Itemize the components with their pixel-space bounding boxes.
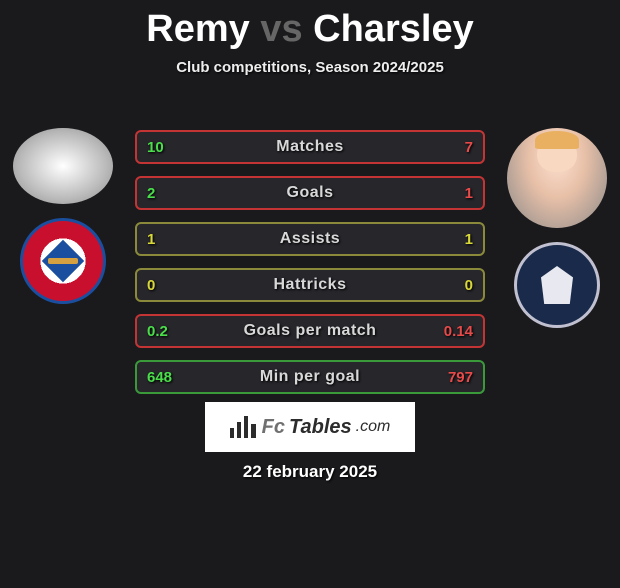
- stat-value-player1: 648: [147, 369, 187, 386]
- stat-row: 0 Hattricks 0: [135, 268, 485, 302]
- player1-avatar: [13, 128, 113, 204]
- brand-bars-icon: [230, 416, 256, 438]
- stat-row: 2 Goals 1: [135, 176, 485, 210]
- stat-label: Assists: [280, 230, 340, 248]
- stat-value-player2: 7: [433, 139, 473, 156]
- stat-value-player1: 10: [147, 139, 187, 156]
- player2-column: [502, 128, 612, 328]
- comparison-title: Remy vs Charsley: [0, 8, 620, 51]
- brand-watermark: FcTables.com: [205, 402, 415, 452]
- stat-value-player1: 0: [147, 277, 187, 294]
- stat-value-player2: 1: [433, 231, 473, 248]
- stats-table: 10Matches72Goals11Assists10Hattricks00.2…: [135, 130, 485, 394]
- stat-label: Hattricks: [274, 276, 347, 294]
- stat-row: 10 Matches 7: [135, 130, 485, 164]
- stat-label: Goals: [287, 184, 334, 202]
- player1-column: [8, 128, 118, 304]
- stat-row: 0.2 Goals per match 0.14: [135, 314, 485, 348]
- brand-prefix: Fc: [262, 416, 285, 439]
- stat-value-player2: 0.14: [433, 323, 473, 340]
- player1-club-badge: [20, 218, 106, 304]
- player2-club-badge: [514, 242, 600, 328]
- stat-value-player1: 2: [147, 185, 187, 202]
- date-label: 22 february 2025: [243, 462, 377, 482]
- stat-value-player1: 0.2: [147, 323, 187, 340]
- brand-suffix: .com: [356, 418, 391, 436]
- player2-avatar: [507, 128, 607, 228]
- stat-value-player1: 1: [147, 231, 187, 248]
- stat-value-player2: 1: [433, 185, 473, 202]
- stat-row: 648 Min per goal 797: [135, 360, 485, 394]
- stat-label: Goals per match: [244, 322, 377, 340]
- stat-value-player2: 0: [433, 277, 473, 294]
- stat-row: 1 Assists 1: [135, 222, 485, 256]
- stat-value-player2: 797: [433, 369, 473, 386]
- versus-label: vs: [260, 8, 302, 50]
- subtitle: Club competitions, Season 2024/2025: [0, 59, 620, 76]
- player1-name: Remy: [146, 8, 250, 50]
- stat-label: Matches: [276, 138, 344, 156]
- stat-label: Min per goal: [260, 368, 360, 386]
- player2-name: Charsley: [313, 8, 474, 50]
- brand-main: Tables: [289, 416, 352, 439]
